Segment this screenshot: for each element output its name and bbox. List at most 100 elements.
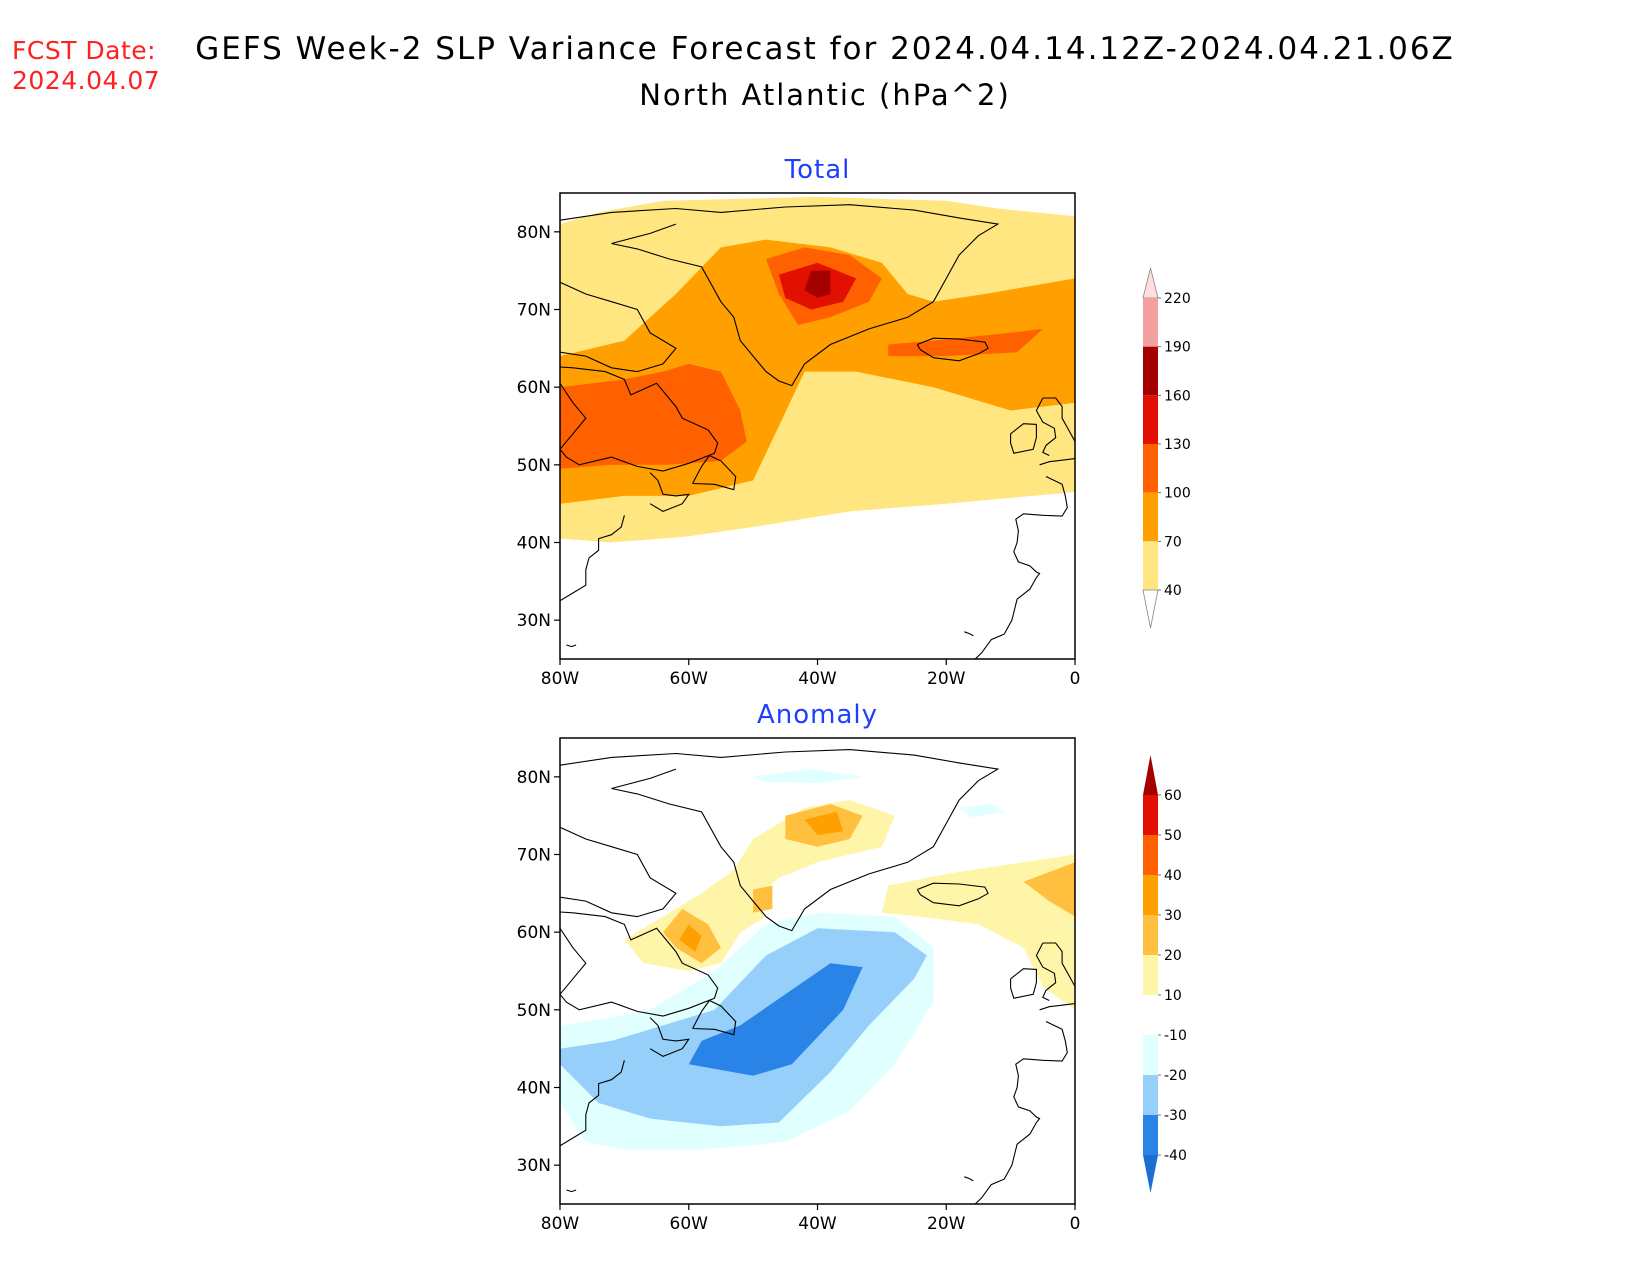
colorbar-bottom-triangle bbox=[1143, 1155, 1158, 1193]
colorbar-box bbox=[1143, 1035, 1158, 1075]
colorbar-label: 220 bbox=[1164, 291, 1191, 307]
total-lat-tick-label: 50N bbox=[517, 456, 551, 476]
colorbar-label: 20 bbox=[1164, 948, 1182, 964]
anomaly-contour-region bbox=[1023, 862, 1075, 917]
colorbar-label: -40 bbox=[1164, 1148, 1187, 1164]
total-lon-tick-label: 60W bbox=[670, 669, 709, 689]
colorbar-label: 160 bbox=[1164, 388, 1191, 404]
total-lat-tick-label: 60N bbox=[517, 378, 551, 398]
colorbar-label: 40 bbox=[1164, 583, 1182, 599]
colorbar-box bbox=[1143, 995, 1158, 1035]
anomaly-panel-title: Anomaly bbox=[757, 700, 878, 730]
coastline bbox=[560, 204, 1000, 387]
total-colorbar: 220 190 160 130 100 70 40 bbox=[1142, 267, 1191, 629]
total-panel-title: Total bbox=[784, 155, 851, 185]
anomaly-shading bbox=[560, 769, 1075, 1150]
colorbar-label: -20 bbox=[1164, 1068, 1187, 1084]
coastline bbox=[560, 281, 677, 373]
coastline bbox=[916, 882, 989, 907]
colorbar-box bbox=[1143, 395, 1158, 444]
colorbar-box bbox=[1143, 541, 1158, 590]
colorbar-top-triangle bbox=[1142, 267, 1159, 299]
colorbar-box bbox=[1143, 346, 1158, 396]
total-contour-region bbox=[560, 363, 747, 469]
coastline bbox=[692, 999, 737, 1036]
forecast-date-label: FCST Date: 2024.04.07 bbox=[12, 36, 160, 96]
coastline bbox=[964, 1176, 974, 1182]
coastline bbox=[566, 1189, 577, 1193]
anomaly-lon-tick-label: 60W bbox=[670, 1214, 709, 1234]
anomaly-lon-tick-label: 40W bbox=[798, 1214, 837, 1234]
coastline bbox=[1039, 458, 1075, 466]
coastline bbox=[916, 337, 989, 362]
coastline bbox=[1042, 942, 1075, 987]
anomaly-lon-tick-label: 80W bbox=[541, 1214, 580, 1234]
anomaly-lat-tick-label: 70N bbox=[517, 846, 551, 866]
colorbar-box bbox=[1143, 875, 1158, 915]
anomaly-lat-tick-label: 50N bbox=[517, 1001, 551, 1021]
coastline bbox=[1035, 942, 1057, 1001]
colorbar-label: 10 bbox=[1164, 988, 1182, 1004]
total-lat-tick-label: 70N bbox=[517, 301, 551, 321]
colorbar-label: -30 bbox=[1164, 1108, 1187, 1124]
colorbar-top-triangle bbox=[1143, 755, 1158, 795]
colorbar-label: 190 bbox=[1164, 340, 1191, 356]
colorbar-box bbox=[1143, 795, 1158, 835]
colorbar-box bbox=[1143, 492, 1158, 542]
coastline bbox=[566, 644, 577, 648]
anomaly-contour-region bbox=[688, 963, 863, 1076]
anomaly-contour-region bbox=[959, 804, 1005, 818]
colorbar-label: 50 bbox=[1164, 828, 1182, 844]
colorbar-label: -10 bbox=[1164, 1028, 1187, 1044]
anomaly-contour-region bbox=[679, 924, 702, 952]
total-shading bbox=[560, 196, 1075, 543]
colorbar-box bbox=[1143, 444, 1158, 493]
total-contour-region bbox=[804, 270, 831, 298]
total-coastlines bbox=[560, 204, 1075, 659]
colorbar-label: 60 bbox=[1164, 788, 1182, 804]
anomaly-coastlines bbox=[560, 749, 1075, 1204]
colorbar-box bbox=[1143, 1075, 1158, 1115]
colorbar-label: 130 bbox=[1164, 437, 1191, 453]
coastline bbox=[1042, 397, 1075, 442]
total-lat-tick-label: 80N bbox=[517, 223, 551, 243]
anomaly-contour-region bbox=[753, 885, 773, 913]
colorbar-box bbox=[1143, 835, 1158, 875]
coastline bbox=[1010, 423, 1037, 454]
total-lon-tick-label: 40W bbox=[798, 669, 837, 689]
coastline bbox=[964, 631, 974, 637]
anomaly-panel: Anomaly 80N 70N 60N 50N 40N 30N 80W 60W 40W 20W 0 60… bbox=[517, 700, 1187, 1234]
anomaly-contour-region bbox=[881, 854, 1075, 1010]
colorbar-label: 30 bbox=[1164, 908, 1182, 924]
coastline bbox=[974, 1021, 1068, 1204]
total-lat-tick-label: 40N bbox=[517, 534, 551, 554]
coastline bbox=[560, 911, 719, 1017]
anomaly-lat-tick-label: 80N bbox=[517, 768, 551, 788]
anomaly-lat-tick-label: 30N bbox=[517, 1156, 551, 1176]
coastline bbox=[560, 515, 625, 602]
total-lon-tick-label: 80W bbox=[541, 669, 580, 689]
total-panel: Total 80N 70N 60N 50N 40N 30N 80W 60W 40W 20W 0 220 1… bbox=[517, 155, 1191, 689]
total-lat-tick-label: 30N bbox=[517, 611, 551, 631]
colorbar-bottom-triangle bbox=[1142, 589, 1159, 629]
colorbar-label: 40 bbox=[1164, 868, 1182, 884]
coastline bbox=[560, 826, 677, 918]
coastline bbox=[1035, 397, 1057, 456]
forecast-date-value: 2024.04.07 bbox=[12, 66, 161, 95]
coastline bbox=[649, 1017, 690, 1058]
colorbar-label: 70 bbox=[1164, 534, 1182, 550]
coastline bbox=[1010, 968, 1037, 999]
colorbar-label: 100 bbox=[1164, 486, 1191, 502]
colorbar-box bbox=[1143, 298, 1158, 347]
colorbar-box bbox=[1143, 955, 1158, 995]
coastline bbox=[1039, 1003, 1075, 1011]
forecast-date-caption: FCST Date: bbox=[12, 36, 157, 65]
coastline bbox=[560, 366, 719, 472]
anomaly-lon-tick-label: 20W bbox=[927, 1214, 966, 1234]
coastline bbox=[560, 749, 1000, 932]
page-title: GEFS Week-2 SLP Variance Forecast for 20… bbox=[195, 31, 1455, 67]
page-subtitle: North Atlantic (hPa^2) bbox=[639, 78, 1011, 112]
colorbar-box bbox=[1143, 915, 1158, 955]
anomaly-lon-tick-label: 0 bbox=[1070, 1214, 1081, 1234]
